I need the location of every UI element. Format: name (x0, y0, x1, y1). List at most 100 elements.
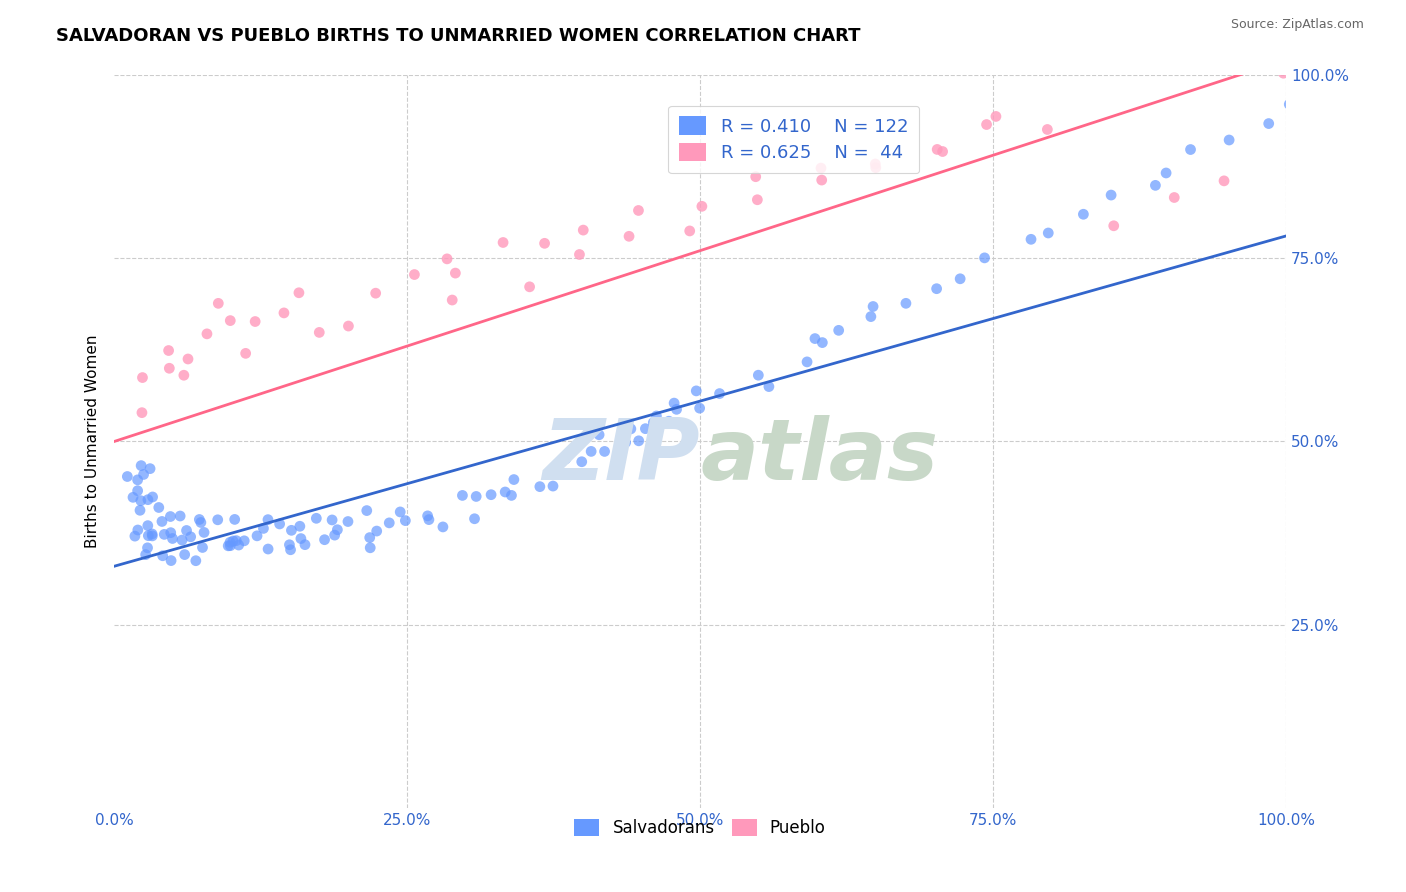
Point (136, 492, 159, 507)
Point (1278, 97, 1301, 112)
Point (257, 542, 280, 557)
Point (931, 145, 953, 159)
Point (129, 458, 152, 473)
Point (356, 503, 378, 517)
Point (1180, 143, 1202, 157)
Point (152, 549, 174, 563)
Point (404, 268, 426, 282)
Point (131, 370, 153, 384)
Point (492, 235, 515, 250)
Point (571, 455, 593, 469)
Point (219, 535, 242, 549)
Text: ZIP: ZIP (543, 415, 700, 498)
Point (188, 512, 211, 526)
Point (519, 280, 541, 294)
Point (394, 514, 416, 528)
Point (162, 532, 184, 546)
Point (747, 193, 769, 207)
Point (617, 229, 640, 244)
Point (643, 416, 665, 430)
Point (389, 505, 412, 519)
Point (627, 434, 650, 448)
Point (984, 110, 1007, 124)
Point (207, 296, 229, 310)
Point (634, 422, 657, 436)
Point (1257, 117, 1279, 131)
Point (1102, 219, 1125, 233)
Point (804, 332, 827, 346)
Point (690, 199, 713, 213)
Point (865, 161, 887, 175)
Point (366, 524, 388, 538)
Point (1213, 174, 1236, 188)
Point (138, 529, 160, 543)
Point (1073, 207, 1095, 221)
Point (129, 503, 152, 517)
Point (689, 401, 711, 416)
Point (222, 533, 245, 548)
Point (176, 524, 198, 538)
Point (709, 386, 731, 401)
Point (191, 541, 214, 555)
Point (927, 143, 949, 157)
Point (193, 525, 215, 540)
Point (159, 509, 181, 524)
Point (645, 409, 668, 423)
Point (122, 491, 145, 505)
Point (129, 493, 152, 508)
Point (173, 368, 195, 383)
Point (1218, 133, 1240, 147)
Point (141, 527, 163, 541)
Point (949, 272, 972, 286)
Point (579, 444, 602, 458)
Point (219, 539, 242, 553)
Point (141, 529, 163, 543)
Point (288, 285, 311, 300)
Text: SALVADORAN VS PUEBLO BIRTHS TO UNMARRIED WOMEN CORRELATION CHART: SALVADORAN VS PUEBLO BIRTHS TO UNMARRIED… (56, 27, 860, 45)
Point (294, 538, 316, 552)
Point (665, 402, 688, 417)
Point (501, 488, 523, 502)
Point (308, 326, 330, 340)
Point (554, 451, 576, 466)
Point (588, 427, 610, 442)
Point (796, 355, 818, 369)
Point (973, 251, 995, 265)
Point (1272, 66, 1295, 80)
Point (326, 523, 349, 537)
Point (976, 118, 998, 132)
Point (811, 335, 834, 350)
Point (170, 533, 193, 547)
Point (323, 528, 346, 542)
Y-axis label: Births to Unmarried Women: Births to Unmarried Women (86, 334, 100, 549)
Point (359, 541, 381, 555)
Point (614, 435, 637, 450)
Point (157, 361, 180, 376)
Point (465, 490, 488, 504)
Point (207, 513, 229, 527)
Point (148, 500, 170, 515)
Point (127, 523, 149, 537)
Point (529, 480, 551, 494)
Point (131, 406, 153, 420)
Point (280, 524, 302, 538)
Point (124, 529, 146, 543)
Point (416, 508, 439, 523)
Legend: Salvadorans, Pueblo: Salvadorans, Pueblo (568, 813, 832, 844)
Text: atlas: atlas (700, 415, 938, 498)
Point (336, 515, 359, 529)
Point (894, 296, 917, 310)
Point (132, 467, 155, 482)
Point (321, 513, 343, 527)
Point (135, 548, 157, 562)
Point (169, 508, 191, 523)
Point (444, 266, 467, 280)
Point (217, 539, 239, 553)
Point (127, 473, 149, 487)
Point (378, 516, 401, 530)
Point (173, 548, 195, 562)
Point (139, 461, 162, 475)
Point (662, 396, 685, 410)
Point (180, 530, 202, 544)
Point (225, 533, 247, 548)
